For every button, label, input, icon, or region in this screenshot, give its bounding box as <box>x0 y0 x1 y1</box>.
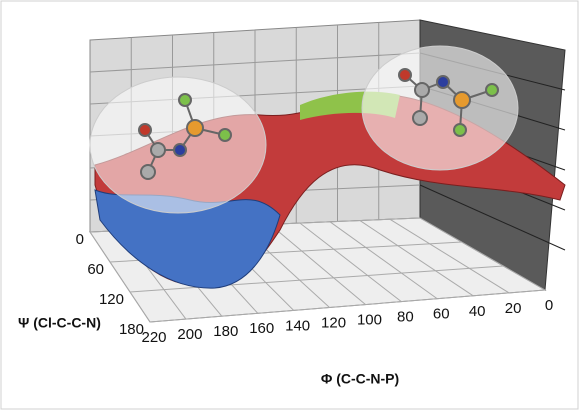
wall-line <box>89 52 421 73</box>
grid-line <box>89 231 151 323</box>
grid-line <box>129 265 504 293</box>
x-tick-label: 120 <box>321 314 346 331</box>
x-tick-label: 80 <box>397 309 414 326</box>
x-tick-label: 20 <box>505 300 522 317</box>
y-tick-label: 120 <box>99 291 124 308</box>
grid-line <box>359 220 474 297</box>
y-axis-title: Ψ (Cl-C-C-N) <box>18 315 101 331</box>
grid-line <box>419 217 546 291</box>
x-tick-label: 140 <box>285 317 310 334</box>
y-tick-label: 180 <box>119 321 144 338</box>
grid-line <box>389 218 510 294</box>
y-tick-label: 0 <box>76 231 84 248</box>
molecule <box>138 93 232 180</box>
grid-line <box>299 222 402 303</box>
x-tick-label: 160 <box>249 320 274 337</box>
x-tick-label: 180 <box>213 323 238 340</box>
wall-line <box>419 184 566 251</box>
x-tick-label: 220 <box>141 329 166 346</box>
grid-line <box>149 289 546 323</box>
x-tick-label: 100 <box>357 312 382 329</box>
molecule-bubble <box>361 45 519 171</box>
x-tick-label: 40 <box>469 303 486 320</box>
y-tick-label: 60 <box>87 261 104 278</box>
x-tick-label: 60 <box>433 306 450 323</box>
x-tick-label: 0 <box>545 297 553 314</box>
x-tick-label: 200 <box>177 326 202 343</box>
grid-line <box>329 221 438 300</box>
x-axis-title: Φ (C-C-N-P) <box>321 371 399 387</box>
grid-line <box>269 223 366 305</box>
molecule <box>398 68 499 137</box>
